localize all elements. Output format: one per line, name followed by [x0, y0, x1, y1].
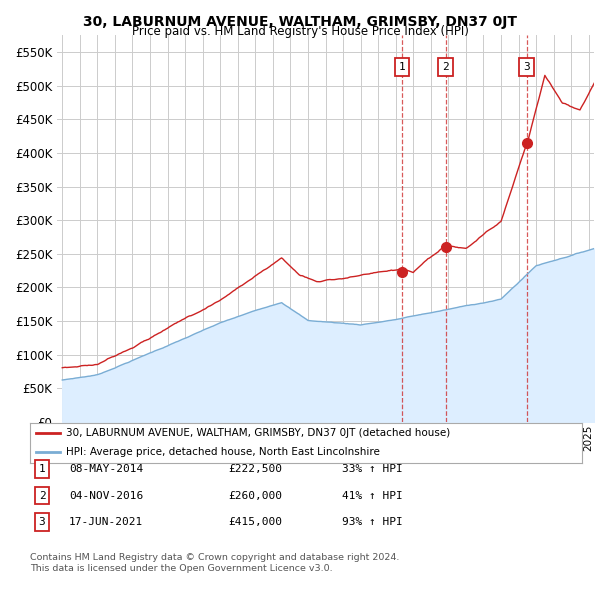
- Text: 41% ↑ HPI: 41% ↑ HPI: [342, 491, 403, 500]
- Text: 30, LABURNUM AVENUE, WALTHAM, GRIMSBY, DN37 0JT: 30, LABURNUM AVENUE, WALTHAM, GRIMSBY, D…: [83, 15, 517, 29]
- Text: 04-NOV-2016: 04-NOV-2016: [69, 491, 143, 500]
- Text: HPI: Average price, detached house, North East Lincolnshire: HPI: Average price, detached house, Nort…: [66, 447, 380, 457]
- Text: 1: 1: [398, 62, 405, 72]
- Text: 3: 3: [38, 517, 46, 527]
- Text: £260,000: £260,000: [228, 491, 282, 500]
- Text: £415,000: £415,000: [228, 517, 282, 527]
- Text: This data is licensed under the Open Government Licence v3.0.: This data is licensed under the Open Gov…: [30, 565, 332, 573]
- Text: 2: 2: [38, 491, 46, 500]
- Text: 33% ↑ HPI: 33% ↑ HPI: [342, 464, 403, 474]
- Text: Contains HM Land Registry data © Crown copyright and database right 2024.: Contains HM Land Registry data © Crown c…: [30, 553, 400, 562]
- Text: 1: 1: [38, 464, 46, 474]
- Text: Price paid vs. HM Land Registry's House Price Index (HPI): Price paid vs. HM Land Registry's House …: [131, 25, 469, 38]
- Text: 30, LABURNUM AVENUE, WALTHAM, GRIMSBY, DN37 0JT (detached house): 30, LABURNUM AVENUE, WALTHAM, GRIMSBY, D…: [66, 428, 450, 438]
- Text: 08-MAY-2014: 08-MAY-2014: [69, 464, 143, 474]
- Text: 93% ↑ HPI: 93% ↑ HPI: [342, 517, 403, 527]
- Text: 17-JUN-2021: 17-JUN-2021: [69, 517, 143, 527]
- Text: £222,500: £222,500: [228, 464, 282, 474]
- Text: 2: 2: [442, 62, 449, 72]
- Text: 3: 3: [523, 62, 530, 72]
